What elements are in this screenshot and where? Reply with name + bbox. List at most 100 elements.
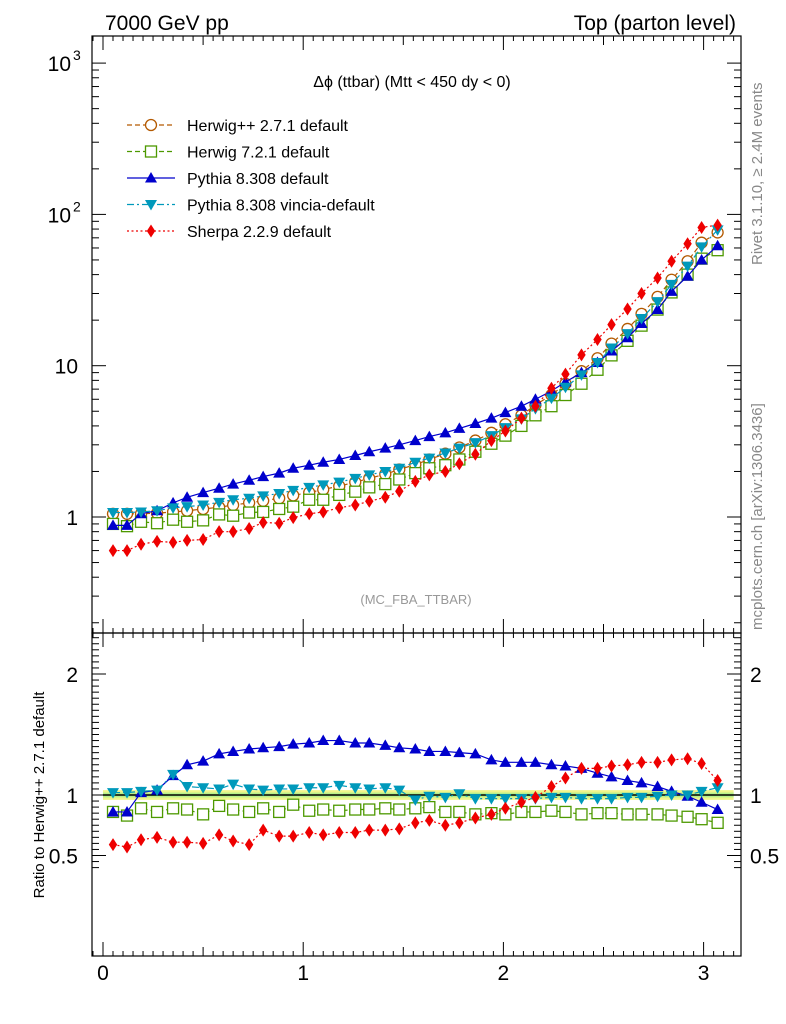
ratio-data-point	[181, 782, 194, 793]
ratio-data-point	[317, 783, 330, 794]
ratio-data-point	[635, 776, 648, 788]
main-data-point	[637, 287, 646, 301]
ratio-data-point	[425, 813, 434, 827]
ratio-data-point	[499, 756, 512, 767]
main-data-point	[135, 507, 148, 518]
main-data-point	[136, 537, 146, 551]
main-data-point	[213, 497, 226, 509]
main-data-point	[273, 502, 286, 516]
main-series-2	[106, 244, 724, 533]
header-left: 7000 GeV pp	[105, 12, 229, 35]
ratio-data-point	[335, 826, 344, 840]
main-data-point	[379, 442, 392, 453]
ratio-series-3	[107, 769, 724, 806]
main-data-point	[317, 493, 330, 506]
ratio-data-point	[695, 786, 708, 798]
ratio-data-point	[365, 823, 374, 837]
y-tick-label: 10	[48, 53, 71, 76]
ratio-data-point	[243, 743, 256, 754]
main-data-point	[108, 544, 118, 558]
ratio-data-point	[621, 792, 634, 804]
x-tick-label: 0	[97, 962, 109, 985]
header-right: Top (parton level)	[574, 12, 736, 35]
main-data-point	[487, 434, 496, 448]
main-data-point	[683, 237, 692, 251]
y-tick-label-exponent: 2	[73, 198, 81, 214]
ratio-series-4	[108, 752, 722, 854]
ratio-data-point	[591, 794, 604, 805]
ratio-data-point	[152, 830, 162, 844]
ratio-data-point	[441, 818, 450, 832]
main-data-point	[365, 494, 374, 508]
ratio-y-tick-label-right: 1	[750, 785, 762, 808]
main-data-point	[651, 297, 664, 308]
ratio-data-point	[711, 783, 724, 794]
ratio-data-point	[635, 792, 648, 804]
ratio-data-point	[593, 761, 602, 775]
ratio-data-point	[453, 746, 466, 758]
ratio-data-point	[621, 774, 634, 785]
ratio-data-point	[501, 801, 510, 815]
main-data-point	[529, 393, 542, 404]
main-data-point	[607, 318, 616, 332]
main-data-point	[697, 220, 706, 234]
ratio-data-point	[288, 829, 298, 843]
ratio-data-point	[214, 828, 224, 842]
plot-title: Δϕ (ttbar) (Mtt < 450 dy < 0)	[313, 74, 511, 91]
main-data-point	[517, 411, 526, 425]
ratio-data-point	[695, 813, 708, 826]
main-data-point	[545, 393, 558, 405]
main-data-point	[303, 493, 316, 506]
main-data-point	[471, 447, 480, 461]
ratio-data-point	[423, 745, 436, 756]
ratio-data-point	[605, 794, 618, 805]
main-data-point	[559, 382, 572, 394]
main-data-point	[257, 470, 270, 482]
legend-marker	[146, 224, 156, 238]
ratio-data-point	[637, 755, 646, 769]
y-tick-label-exponent: 3	[73, 47, 81, 63]
ratio-data-point	[181, 758, 194, 770]
main-data-point	[227, 495, 240, 506]
main-data-point	[621, 329, 634, 340]
rivet-label: Rivet 3.1.10, ≥ 2.4M events	[749, 83, 766, 266]
ratio-data-point	[381, 823, 390, 837]
ratio-data-point	[683, 752, 692, 766]
ratio-data-point	[379, 783, 392, 794]
main-data-point	[393, 473, 406, 486]
main-data-point	[695, 253, 708, 265]
ratio-data-point	[439, 745, 452, 756]
ratio-data-point	[453, 805, 466, 819]
ratio-data-point	[136, 833, 146, 847]
main-data-point	[575, 370, 588, 381]
main-data-point	[213, 482, 226, 493]
ratio-y-tick-label: 0.5	[49, 846, 78, 869]
main-data-point	[501, 424, 510, 438]
ratio-data-point	[471, 811, 480, 825]
ratio-data-point	[319, 828, 328, 842]
main-data-point	[515, 400, 528, 411]
ratio-data-point	[274, 829, 284, 843]
main-data-point	[168, 535, 178, 549]
main-data-point	[182, 533, 192, 547]
watermark: (MC_FBA_TTBAR)	[360, 592, 471, 607]
mcplots-label: mcplots.cern.ch [arXiv:1306.3436]	[749, 403, 766, 630]
ratio-data-point	[349, 803, 362, 816]
ratio-data-point	[559, 805, 572, 819]
ratio-data-point	[135, 786, 148, 798]
ratio-data-point	[469, 794, 482, 805]
main-data-point	[335, 501, 344, 515]
main-data-point	[319, 505, 328, 519]
ratio-y-tick-label-right: 2	[750, 664, 762, 687]
ratio-data-point	[695, 796, 708, 807]
legend-label: Herwig 7.2.1 default	[187, 145, 330, 162]
main-data-point	[214, 525, 224, 539]
main-data-point	[198, 533, 208, 547]
main-data-point	[469, 438, 482, 449]
ratio-data-point	[242, 805, 256, 819]
ratio-data-point	[713, 773, 722, 787]
ratio-data-point	[212, 799, 226, 813]
main-data-point	[349, 449, 362, 460]
ratio-data-point	[393, 741, 406, 753]
